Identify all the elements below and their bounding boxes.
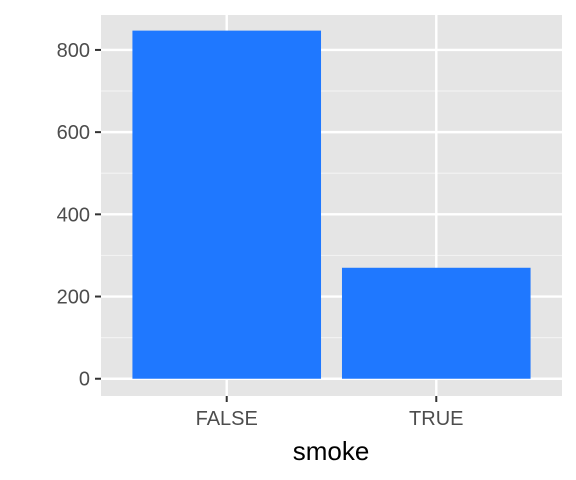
- y-tick-label: 200: [57, 287, 90, 309]
- x-tick-label: FALSE: [196, 408, 258, 430]
- x-tick-label: TRUE: [409, 408, 463, 430]
- y-tick-label: 600: [57, 122, 90, 144]
- bar-false: [132, 30, 322, 379]
- y-tick-label: 800: [57, 40, 90, 62]
- bar-true: [341, 267, 531, 379]
- bars: [132, 30, 531, 379]
- x-axis-title: smoke: [293, 436, 370, 466]
- y-tick-label: 0: [79, 369, 90, 391]
- y-tick-label: 400: [57, 204, 90, 226]
- axes: 0 200 400 600 800 FALSE TRUE: [57, 40, 464, 430]
